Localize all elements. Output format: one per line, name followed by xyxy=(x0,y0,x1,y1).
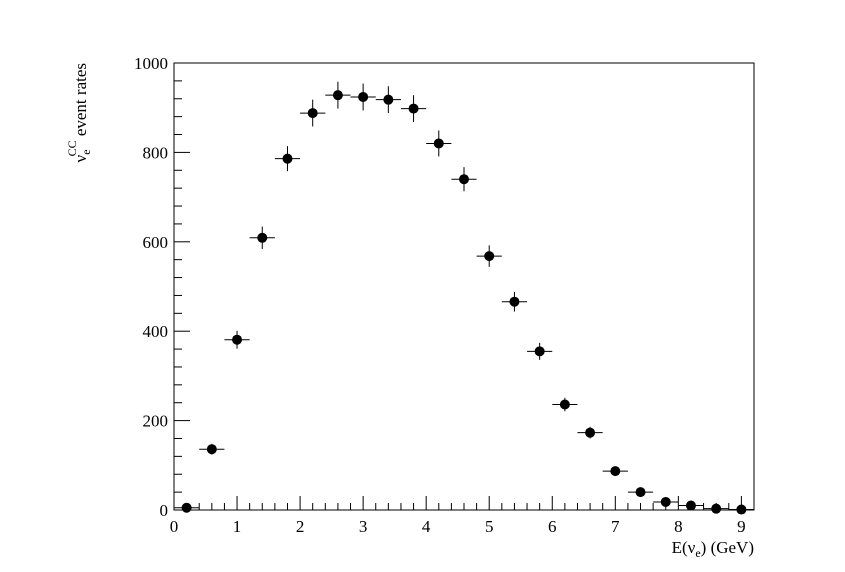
point-marker xyxy=(433,138,444,149)
point-marker xyxy=(484,251,495,262)
data-point xyxy=(199,443,225,455)
point-marker xyxy=(559,399,570,410)
y-tick-label: 800 xyxy=(143,143,169,162)
point-marker xyxy=(585,427,596,438)
plot-frame xyxy=(173,62,755,511)
data-point xyxy=(552,397,578,412)
data-point xyxy=(274,146,301,172)
data-point xyxy=(451,167,477,192)
x-tick-label: 2 xyxy=(296,517,305,536)
data-point xyxy=(678,500,704,511)
point-marker xyxy=(332,90,343,101)
x-tick-label: 7 xyxy=(611,517,620,536)
data-point xyxy=(653,496,679,507)
point-marker xyxy=(459,174,469,185)
point-marker xyxy=(257,232,268,243)
data-point xyxy=(703,503,729,514)
x-tick-label: 5 xyxy=(485,517,494,536)
y-tick-label: 1000 xyxy=(134,54,168,73)
data-point xyxy=(249,226,275,249)
x-tick-label: 0 xyxy=(170,517,179,536)
data-point xyxy=(602,466,628,477)
data-point xyxy=(350,83,376,111)
x-tick-label: 8 xyxy=(674,517,683,536)
x-tick-label: 1 xyxy=(233,517,242,536)
y-tick-label: 200 xyxy=(143,412,169,431)
point-marker xyxy=(181,502,192,513)
point-marker xyxy=(206,444,217,455)
data-point xyxy=(627,487,654,498)
point-marker xyxy=(635,487,646,498)
y-axis-ticks: 0 200 400 600 800 1000 xyxy=(134,54,190,520)
data-point xyxy=(527,342,553,360)
data-point xyxy=(426,130,452,157)
data-point xyxy=(400,95,427,123)
data-point xyxy=(224,330,250,349)
point-marker xyxy=(282,153,293,164)
x-axis-ticks: 0 1 2 3 4 5 6 7 8 9 xyxy=(170,496,755,536)
data-point xyxy=(476,245,502,267)
y-axis-title: νeCC event rates xyxy=(65,63,93,162)
data-points xyxy=(174,81,754,515)
data-point xyxy=(325,81,351,109)
data-point xyxy=(728,504,754,515)
point-marker xyxy=(358,91,369,102)
point-marker xyxy=(736,504,747,515)
data-point xyxy=(501,291,528,312)
point-marker xyxy=(307,108,318,119)
point-marker xyxy=(534,346,545,357)
x-tick-label: 3 xyxy=(359,517,368,536)
x-tick-label: 6 xyxy=(548,517,557,536)
data-point xyxy=(375,86,401,114)
point-marker xyxy=(610,466,621,477)
data-point xyxy=(174,502,200,513)
y-tick-label: 600 xyxy=(143,233,169,252)
point-marker xyxy=(408,103,419,114)
point-marker xyxy=(383,94,394,105)
point-marker xyxy=(711,503,722,514)
point-marker xyxy=(509,296,520,307)
x-tick-label: 4 xyxy=(422,517,431,536)
y-tick-label: 400 xyxy=(143,322,169,341)
x-tick-label: 9 xyxy=(737,517,746,536)
data-point xyxy=(300,99,326,127)
x-axis-title: E(νe) (GeV) xyxy=(672,538,754,560)
data-point xyxy=(577,426,603,439)
y-tick-label: 0 xyxy=(160,501,169,520)
point-marker xyxy=(232,334,243,345)
point-marker xyxy=(660,496,671,507)
point-marker xyxy=(685,500,696,511)
